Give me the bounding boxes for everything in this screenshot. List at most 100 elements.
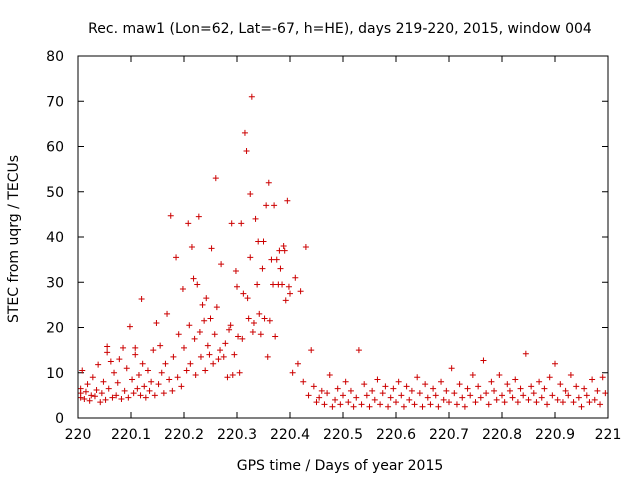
data-point (244, 295, 251, 302)
data-point (243, 148, 250, 155)
data-point (260, 238, 267, 245)
data-point (197, 353, 204, 360)
data-point (257, 331, 264, 338)
data-point (226, 326, 233, 333)
data-point (525, 396, 532, 403)
data-point (93, 386, 100, 393)
y-tick-label: 70 (46, 94, 64, 110)
axes: 220 220.1 220.2 220.3 220.4 220.5 220.6 220.7 22… (46, 49, 621, 443)
data-point (81, 395, 88, 402)
data-point (504, 381, 511, 388)
data-point (259, 265, 266, 272)
data-point (374, 376, 381, 383)
data-point (102, 396, 109, 403)
data-point (485, 401, 492, 408)
data-point (337, 401, 344, 408)
data-point (241, 129, 248, 136)
data-point (100, 378, 107, 385)
data-point (536, 378, 543, 385)
data-point (97, 399, 104, 406)
data-point (272, 333, 279, 340)
data-point (522, 350, 529, 357)
data-point (132, 351, 139, 358)
data-point (459, 394, 466, 401)
data-point (155, 381, 162, 388)
data-point (212, 175, 219, 182)
y-tick-label: 0 (55, 411, 64, 427)
data-point (232, 267, 239, 274)
data-point (599, 374, 606, 381)
data-point (273, 256, 280, 263)
data-point (222, 340, 229, 347)
data-point (129, 376, 136, 383)
data-point (316, 394, 323, 401)
data-point (141, 383, 148, 390)
data-point (195, 213, 202, 220)
data-point (179, 286, 186, 293)
data-point (297, 288, 304, 295)
data-point (581, 385, 588, 392)
data-point (469, 372, 476, 379)
data-point (79, 367, 86, 374)
data-point (252, 215, 259, 222)
data-point (248, 93, 255, 100)
data-point (107, 358, 114, 365)
data-point (432, 392, 439, 399)
data-point (146, 387, 153, 394)
y-axis-label: STEC from uqrg / TECUs (6, 155, 22, 323)
data-point (236, 369, 243, 376)
data-point (302, 243, 309, 250)
data-point (281, 247, 288, 254)
data-point (256, 310, 263, 317)
data-point (227, 322, 234, 329)
data-point (395, 378, 402, 385)
data-point (552, 360, 558, 367)
data-point (104, 343, 111, 350)
data-point (575, 394, 582, 401)
data-point (438, 378, 445, 385)
data-point (164, 310, 171, 317)
data-point (408, 387, 415, 394)
data-point (448, 365, 455, 372)
data-point (329, 403, 336, 410)
data-point (247, 254, 254, 261)
data-point (151, 392, 158, 399)
data-point (250, 319, 257, 326)
data-point (228, 220, 235, 227)
data-point (116, 356, 123, 363)
data-point (126, 323, 133, 330)
data-point (509, 394, 516, 401)
data-point (89, 374, 96, 381)
data-point (411, 401, 418, 408)
data-point (191, 335, 198, 342)
data-point (235, 333, 242, 340)
data-point (324, 390, 331, 397)
data-point (419, 403, 426, 410)
data-point (292, 274, 299, 281)
data-point (583, 392, 590, 399)
data-point (114, 379, 121, 386)
data-point (194, 281, 201, 288)
data-point (342, 378, 349, 385)
data-point (533, 399, 540, 406)
data-point (118, 395, 125, 402)
data-point (559, 399, 566, 406)
data-point (538, 394, 545, 401)
data-point (239, 335, 246, 342)
data-point (491, 387, 498, 394)
data-point (488, 378, 495, 385)
data-point (148, 378, 155, 385)
data-point (400, 403, 407, 410)
x-tick-label: 220 (65, 427, 92, 443)
data-point (586, 399, 593, 406)
data-point (142, 394, 149, 401)
data-point (120, 344, 127, 351)
data-points (77, 93, 609, 410)
data-point (199, 301, 206, 308)
data-point (178, 383, 185, 390)
data-point (229, 372, 236, 379)
data-point (517, 385, 524, 392)
data-point (137, 392, 144, 399)
chart-title: Rec. maw1 (Lon=62, Lat=-67, h=HE), days … (88, 21, 592, 37)
